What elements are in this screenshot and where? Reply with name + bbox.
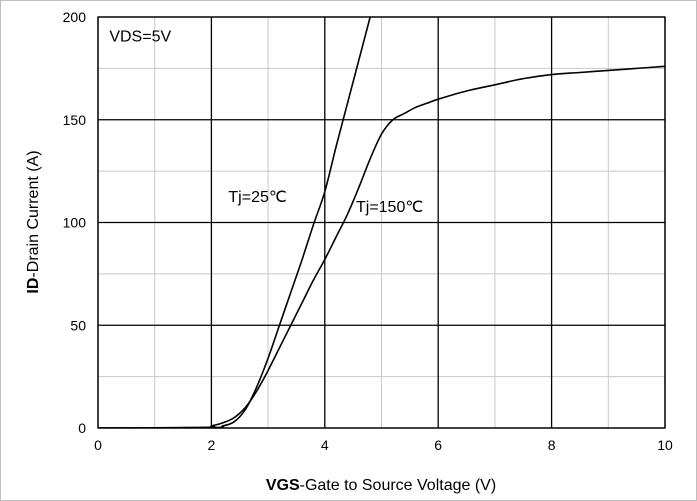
x-tick-label: 6 xyxy=(434,437,442,453)
annotation-vds: VDS=5V xyxy=(109,29,171,46)
y-tick-label: 150 xyxy=(63,112,87,128)
y-tick-label: 100 xyxy=(63,215,87,231)
series-line-tj-25c xyxy=(98,17,371,428)
x-axis-title-rest: -Gate to Source Voltage (V) xyxy=(300,477,497,494)
annotation-tj-150c: Tj=150℃ xyxy=(356,199,423,216)
x-axis-title-bold: VGS xyxy=(266,477,300,494)
y-tick-label: 50 xyxy=(70,317,86,333)
annotations: VDS=5V Tj=25℃ Tj=150℃ xyxy=(109,29,423,217)
annotation-tj-25c: Tj=25℃ xyxy=(228,189,286,206)
y-axis-title-rest: -Drain Current (A) xyxy=(25,150,42,277)
x-tick-label: 4 xyxy=(321,437,329,453)
y-tick-label: 200 xyxy=(63,9,87,25)
y-tick-label: 0 xyxy=(78,420,86,436)
major-gridlines xyxy=(97,16,666,429)
x-axis-title: VGS-Gate to Source Voltage (V) xyxy=(266,477,496,494)
plot-area-border xyxy=(97,16,666,429)
x-tick-label: 8 xyxy=(548,437,556,453)
x-tick-label: 2 xyxy=(208,437,216,453)
series-layer xyxy=(98,17,665,428)
x-tick-label: 10 xyxy=(657,437,673,453)
series-line-tj-150c xyxy=(98,65,665,428)
y-axis-title: ID-Drain Current (A) xyxy=(25,150,42,293)
y-axis-title-bold: ID xyxy=(25,278,42,294)
x-tick-label: 0 xyxy=(94,437,102,453)
